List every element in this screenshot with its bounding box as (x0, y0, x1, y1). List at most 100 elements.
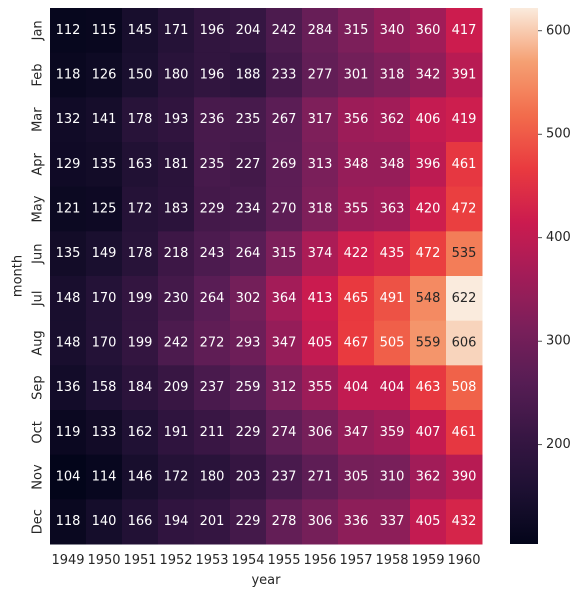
heatmap-cell (338, 97, 375, 143)
cell-value-label: 315 (344, 23, 369, 38)
heatmap-cell (374, 276, 411, 322)
cell-value-label: 235 (200, 157, 225, 172)
heatmap-cell (446, 454, 483, 500)
cell-value-label: 172 (164, 470, 189, 485)
heatmap-cell (194, 454, 231, 500)
heatmap-cell (374, 142, 411, 188)
heatmap-cell (446, 142, 483, 188)
heatmap-cell (410, 52, 447, 98)
heatmap-cell (194, 8, 231, 54)
heatmap-cell (50, 410, 87, 456)
heatmap-cell (158, 410, 195, 456)
cell-value-label: 264 (200, 291, 225, 306)
cell-value-label: 306 (308, 425, 333, 440)
cell-value-label: 178 (128, 112, 153, 127)
cell-value-label: 243 (200, 246, 225, 261)
heatmap-cell (158, 454, 195, 500)
heatmap-cell (230, 231, 267, 277)
cell-value-label: 183 (164, 202, 189, 217)
y-tick-label: May (31, 195, 46, 222)
heatmap-cell (266, 454, 303, 500)
cell-value-label: 269 (272, 157, 297, 172)
cell-value-label: 178 (128, 246, 153, 261)
cell-value-label: 236 (200, 112, 225, 127)
cell-value-label: 407 (416, 425, 441, 440)
cell-value-label: 505 (380, 336, 405, 351)
cell-value-label: 318 (308, 202, 333, 217)
cell-value-label: 114 (92, 470, 117, 485)
cell-value-label: 315 (272, 246, 297, 261)
heatmap-cell (122, 499, 159, 545)
heatmap-cell (86, 320, 123, 366)
heatmap-cell (194, 186, 231, 232)
heatmap-cell (302, 454, 339, 500)
cell-value-label: 211 (200, 425, 225, 440)
colorbar-tick-label: 500 (546, 127, 571, 142)
cell-value-label: 170 (92, 291, 117, 306)
heatmap-cell (86, 499, 123, 545)
cell-value-label: 622 (452, 291, 477, 306)
cell-value-label: 162 (128, 425, 153, 440)
colorbar-tick-label: 400 (546, 230, 571, 245)
cell-value-label: 317 (308, 112, 333, 127)
heatmap-cell (194, 142, 231, 188)
heatmap-cell (302, 52, 339, 98)
cell-value-label: 242 (272, 23, 297, 38)
cell-value-label: 310 (380, 470, 405, 485)
cell-value-label: 180 (200, 470, 225, 485)
cell-value-label: 274 (272, 425, 297, 440)
cell-value-label: 199 (128, 291, 153, 306)
heatmap-cell (338, 410, 375, 456)
heatmap-cell (86, 8, 123, 54)
x-tick-label: 1950 (87, 553, 120, 568)
y-tick-labels: Jan Feb Mar Apr May Jun Jul Aug Sep Oct Nov Dec (31, 20, 46, 534)
cell-value-label: 129 (56, 157, 81, 172)
cell-value-label: 472 (416, 246, 441, 261)
x-tick-label: 1960 (447, 553, 480, 568)
cell-value-label: 191 (164, 425, 189, 440)
heatmap-cell (122, 97, 159, 143)
cell-value-label: 132 (56, 112, 81, 127)
cell-value-label: 348 (344, 157, 369, 172)
cell-value-label: 140 (92, 514, 117, 529)
heatmap-cell (446, 410, 483, 456)
heatmap-cell (266, 365, 303, 411)
cell-value-label: 180 (164, 68, 189, 83)
heatmap-cell (338, 499, 375, 545)
cell-value-label: 432 (452, 514, 477, 529)
heatmap-cell (302, 276, 339, 322)
cell-value-label: 145 (128, 23, 153, 38)
cell-value-label: 491 (380, 291, 405, 306)
cell-value-label: 559 (416, 336, 441, 351)
cell-value-label: 340 (380, 23, 405, 38)
heatmap-cell (122, 142, 159, 188)
cell-value-label: 404 (344, 380, 369, 395)
heatmap-cell (266, 499, 303, 545)
cell-value-label: 125 (92, 202, 117, 217)
cell-value-label: 150 (128, 68, 153, 83)
cell-value-label: 193 (164, 112, 189, 127)
cell-value-label: 196 (200, 23, 225, 38)
cell-value-label: 467 (344, 336, 369, 351)
cell-value-label: 158 (92, 380, 117, 395)
colorbar-tick-label: 300 (546, 334, 571, 349)
cell-value-label: 284 (308, 23, 333, 38)
heatmap-cell (374, 8, 411, 54)
cell-value-label: 209 (164, 380, 189, 395)
x-tick-label: 1956 (303, 553, 336, 568)
cell-value-label: 237 (200, 380, 225, 395)
x-tick-label: 1949 (51, 553, 84, 568)
heatmap-cell (410, 320, 447, 366)
heatmap-cell (410, 142, 447, 188)
heatmap-cell (410, 97, 447, 143)
heatmap-cell (266, 8, 303, 54)
heatmap-cell (410, 186, 447, 232)
heatmap-cell (158, 499, 195, 545)
heatmap-cell (446, 365, 483, 411)
cell-value-label: 267 (272, 112, 297, 127)
cell-value-label: 360 (416, 23, 441, 38)
heatmap-cell (374, 410, 411, 456)
heatmap-cell (86, 142, 123, 188)
heatmap-cell (266, 320, 303, 366)
heatmap-cell (374, 454, 411, 500)
